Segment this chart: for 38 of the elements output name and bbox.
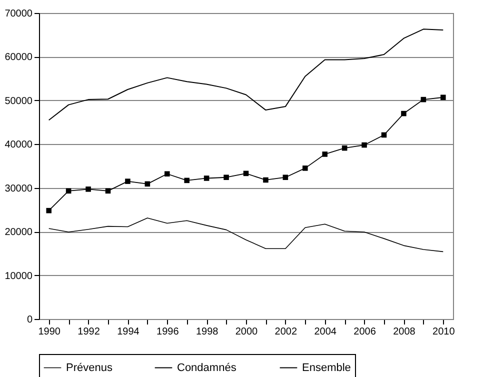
point: [322, 152, 328, 157]
x-tick-label: 2008: [393, 326, 416, 338]
line-series: [48, 218, 444, 252]
point: [440, 94, 446, 100]
point: [46, 208, 52, 214]
point: [401, 110, 406, 116]
legend-label: Condamnés: [177, 362, 237, 374]
point: [86, 186, 91, 192]
y-tick-label: 20000: [4, 227, 33, 238]
x-tick-label: 1998: [196, 326, 219, 338]
point: [263, 177, 268, 183]
point: [125, 178, 130, 184]
x-tick-label: 2010: [432, 326, 456, 338]
point: [362, 142, 367, 148]
y-tick-label: 30000: [4, 183, 33, 194]
y-tick-label: 70000: [4, 8, 33, 20]
point: [302, 166, 308, 171]
x-tick-label: 1992: [78, 326, 100, 338]
y-tick-label: 0: [26, 314, 33, 326]
y-tick-label: 10000: [4, 270, 33, 282]
legend-label: Prévenus: [66, 362, 113, 374]
y-tick-label: 60000: [4, 52, 33, 64]
x-tick-label: 2006: [354, 326, 376, 338]
x-tick-label: 2000: [235, 326, 258, 338]
point: [224, 174, 229, 180]
point: [204, 176, 210, 181]
line-series: [48, 28, 444, 121]
x-tick-label: 2002: [274, 326, 298, 338]
y-tick-label: 50000: [4, 96, 33, 107]
legend-label: Ensemble: [302, 362, 351, 374]
point: [282, 174, 288, 180]
point: [184, 178, 190, 184]
x-tick-label: 1990: [38, 326, 61, 338]
x-tick-label: 1994: [117, 326, 140, 338]
x-tick-label: 2004: [314, 326, 337, 338]
point: [164, 171, 170, 177]
y-tick-label: 40000: [4, 140, 33, 151]
x-tick-label: 1996: [156, 326, 180, 338]
